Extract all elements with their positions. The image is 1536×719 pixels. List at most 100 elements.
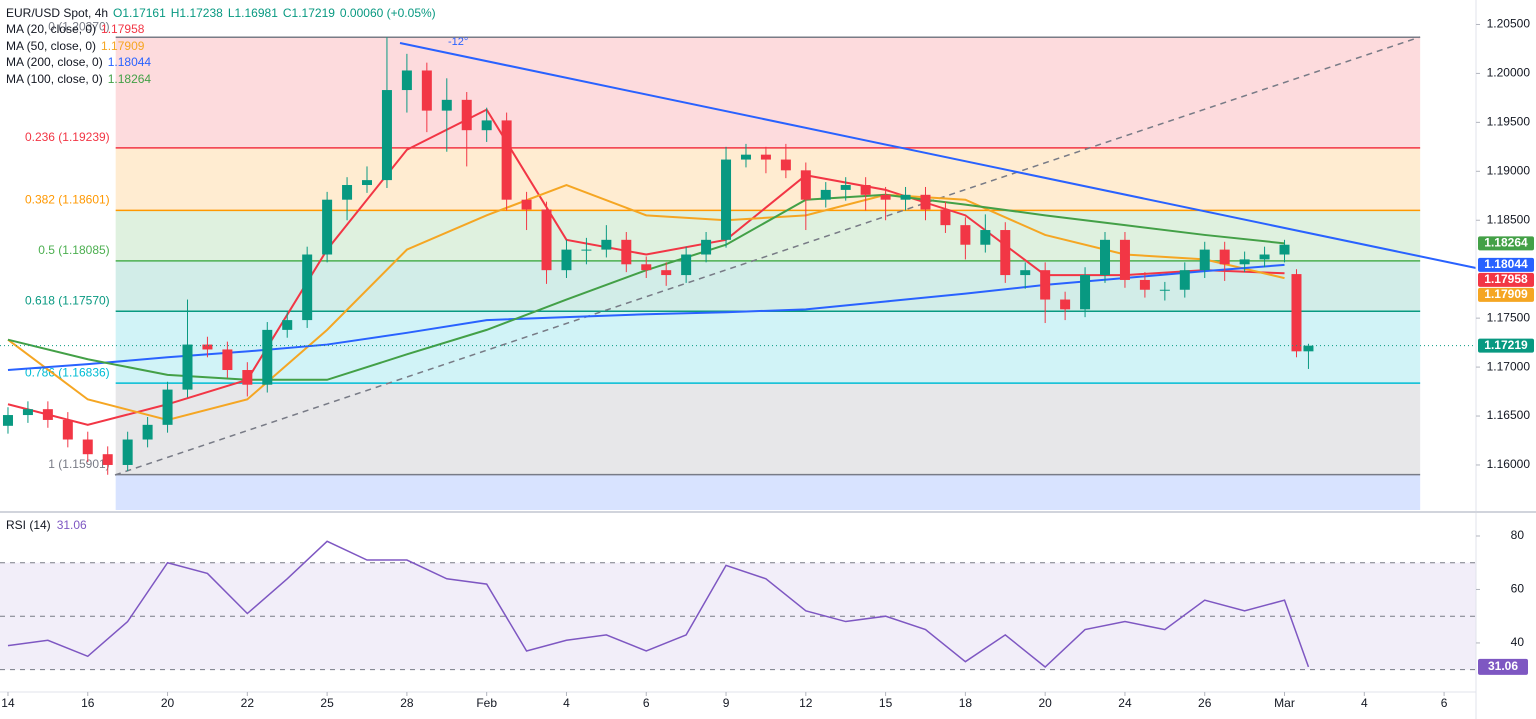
candle-body xyxy=(401,70,412,91)
candle-body xyxy=(1279,244,1290,255)
candle-body xyxy=(1040,270,1051,300)
candle-body xyxy=(202,344,213,350)
trend-lines: -12° xyxy=(114,36,1477,476)
descending-trend-line xyxy=(399,42,1477,269)
candle-body xyxy=(242,370,253,385)
legend-value: 1.17958 xyxy=(101,22,145,37)
candle-body xyxy=(760,154,771,160)
candle-body xyxy=(381,90,392,181)
candle-body xyxy=(1139,279,1150,290)
candle-body xyxy=(1080,275,1091,310)
candle-body xyxy=(1159,289,1170,291)
rsi-legend: RSI (14) 31.06 xyxy=(6,518,87,532)
x-tick-label: 15 xyxy=(879,696,893,710)
y-tick-label: 1.19000 xyxy=(1487,163,1531,177)
y-tick-label: 1.18500 xyxy=(1487,212,1531,226)
legend-entry: MA (20, close, 0) 1.17958 xyxy=(6,21,436,37)
legend-entry: MA (200, close, 0) 1.18044 xyxy=(6,54,436,70)
candle-body xyxy=(461,99,472,131)
price-badge-label: 1.17958 xyxy=(1484,272,1528,286)
candle-body xyxy=(740,154,751,160)
candle-body xyxy=(840,185,851,190)
candle-body xyxy=(2,415,13,426)
candle-body xyxy=(880,194,891,200)
x-tick-label: 25 xyxy=(320,696,334,710)
ohlc-change: 0.00060 (+0.05%) xyxy=(339,6,436,20)
ohlc-low: L1.16981 xyxy=(227,6,278,20)
fib-level-label: 0.618 (1.17570) xyxy=(25,293,110,307)
fib-level-label: 0.236 (1.19239) xyxy=(25,130,110,144)
candle-body xyxy=(322,199,333,255)
candle-body xyxy=(920,194,931,210)
y-tick-label: 1.17500 xyxy=(1487,310,1531,324)
candle-body xyxy=(262,329,273,385)
legend-header: EUR/USD Spot, 4h O1.17161 H1.17238 L1.16… xyxy=(6,5,436,21)
candle-body xyxy=(1199,249,1210,271)
candle-body xyxy=(1100,239,1111,276)
candle-body xyxy=(820,189,831,200)
candle-body xyxy=(980,230,991,245)
candle-body xyxy=(900,194,911,200)
rsi-y-tick-label: 40 xyxy=(1511,635,1525,649)
candle-body xyxy=(701,239,712,255)
y-tick-label: 1.16000 xyxy=(1487,457,1531,471)
moving-average-line xyxy=(7,183,1285,421)
price-badge-label: 1.17909 xyxy=(1484,287,1528,301)
price-badge-label: 1.18264 xyxy=(1484,236,1528,250)
candle-body xyxy=(1219,249,1230,265)
x-tick-label: 9 xyxy=(723,696,730,710)
candle-body xyxy=(800,170,811,200)
x-tick-label: 16 xyxy=(81,696,95,710)
candle-body xyxy=(342,185,353,200)
x-tick-label: 26 xyxy=(1198,696,1212,710)
candle-body xyxy=(601,239,612,250)
fib-level-label: 1 (1.15901) xyxy=(48,457,109,471)
fib-band xyxy=(115,311,1421,384)
rsi-title: RSI (14) xyxy=(6,518,51,532)
candle-body xyxy=(1239,259,1250,265)
candle-body xyxy=(142,424,153,440)
candle-body xyxy=(561,249,572,271)
x-tick-label: 20 xyxy=(1038,696,1052,710)
moving-average-line xyxy=(7,108,1285,426)
rsi-badge-label: 31.06 xyxy=(1488,659,1518,673)
candle-body xyxy=(162,389,173,425)
x-tick-label: 6 xyxy=(1441,696,1448,710)
candle-body xyxy=(501,120,512,200)
candle-body xyxy=(362,180,373,186)
fib-level-label: 0.5 (1.18085) xyxy=(38,243,109,257)
x-tick-label: Feb xyxy=(476,696,497,710)
legend: EUR/USD Spot, 4h O1.17161 H1.17238 L1.16… xyxy=(6,5,436,87)
fib-band xyxy=(115,37,1421,148)
candle-body xyxy=(1119,239,1130,280)
x-tick-label: 4 xyxy=(1361,696,1368,710)
candle-body xyxy=(282,320,293,330)
candle-body xyxy=(62,419,73,440)
candle-body xyxy=(302,254,313,321)
price-badge-label: 1.17219 xyxy=(1484,338,1528,352)
candle-body xyxy=(182,344,193,390)
rsi-y-tick-label: 80 xyxy=(1511,528,1525,542)
angle-label: -12° xyxy=(448,36,468,48)
candle-body xyxy=(780,159,791,171)
price-badge xyxy=(1478,236,1534,251)
fib-band xyxy=(115,383,1421,475)
y-tick-label: 1.20000 xyxy=(1487,66,1531,80)
fib-trend-line xyxy=(114,36,1421,476)
legend-value: 1.18044 xyxy=(107,55,152,70)
candle-body xyxy=(1179,270,1190,290)
legend-label: MA (50, close, 0) xyxy=(6,38,97,53)
candle-body xyxy=(1000,230,1011,276)
candle-body xyxy=(860,185,871,195)
x-tick-label: 20 xyxy=(161,696,175,710)
fib-level-label: 0 (1.20370) xyxy=(48,19,109,33)
x-tick-label: Mar xyxy=(1274,696,1295,710)
candle-body xyxy=(1020,270,1031,276)
y-tick-label: 1.16500 xyxy=(1487,408,1531,422)
y-tick-label: 1.20500 xyxy=(1487,17,1531,31)
price-badge xyxy=(1478,257,1534,272)
candle-body xyxy=(42,409,53,420)
candle-body xyxy=(1291,274,1302,352)
